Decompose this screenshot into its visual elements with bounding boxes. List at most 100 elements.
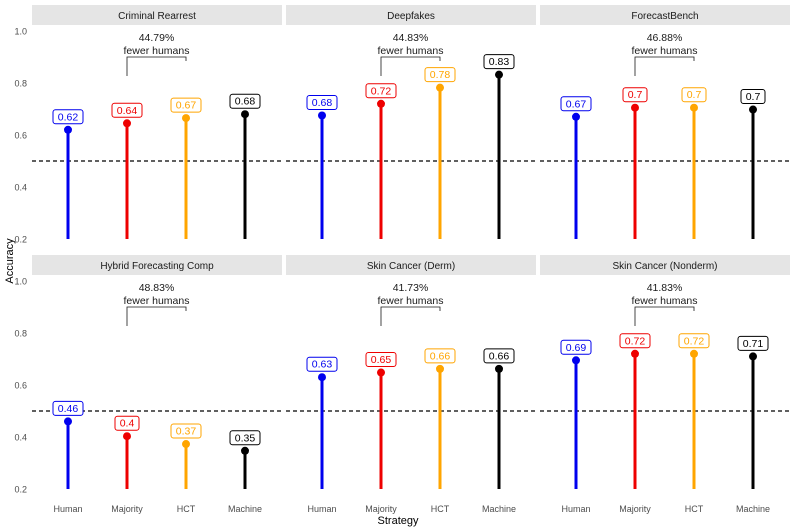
bracket-caption: fewer humans <box>124 45 190 57</box>
bracket-percent: 44.83% <box>393 32 429 44</box>
x-tick-label: HCT <box>431 504 450 514</box>
value-label-box <box>306 356 338 372</box>
facet-panel: Hybrid Forecasting Comp 0.2 0.4 0.6 0.8 1.0 0.… <box>14 255 282 514</box>
bracket-caption: fewer humans <box>378 45 444 57</box>
value-label: 0.37 <box>176 426 197 438</box>
y-tick-label: 0.2 <box>14 485 27 495</box>
value-label: 0.65 <box>371 354 392 366</box>
value-label-box <box>483 54 515 70</box>
value-label-box <box>560 339 592 355</box>
value-label: 0.46 <box>58 403 79 415</box>
value-label-box <box>737 335 769 351</box>
lollipop-point <box>572 356 580 365</box>
x-tick-label: Machine <box>736 504 770 514</box>
value-label: 0.7 <box>628 89 643 101</box>
value-label-box <box>365 352 397 368</box>
y-tick-label: 0.4 <box>14 433 27 443</box>
y-tick-label: 1.0 <box>14 277 27 287</box>
lollipop-point <box>123 432 131 441</box>
value-label: 0.66 <box>430 350 451 362</box>
value-label-box <box>52 109 84 125</box>
value-label-box <box>229 93 261 109</box>
facet-strip <box>32 255 282 275</box>
facet-title: Skin Cancer (Derm) <box>367 261 455 272</box>
facet-panel: Deepfakes 0.68 0.72 0.78 0.83 44.83%fewer hum… <box>286 5 536 239</box>
bracket-caption: fewer humans <box>124 295 190 307</box>
value-label-box <box>678 333 710 349</box>
value-label-box <box>483 348 515 364</box>
value-label: 0.64 <box>117 105 138 117</box>
value-label: 0.62 <box>58 111 79 123</box>
value-label-box <box>170 97 202 113</box>
x-tick-label: HCT <box>685 504 704 514</box>
y-tick-label: 1.0 <box>14 27 27 37</box>
y-tick-label: 0.6 <box>14 381 27 391</box>
value-label: 0.69 <box>566 342 587 354</box>
bracket <box>634 56 695 76</box>
value-label: 0.72 <box>625 335 646 347</box>
facet-title: Skin Cancer (Nonderm) <box>612 261 717 272</box>
lollipop-point <box>182 440 190 449</box>
lollipop-point <box>318 111 326 120</box>
bracket-percent: 41.73% <box>393 282 429 294</box>
value-label: 0.72 <box>371 85 392 97</box>
value-label-box <box>681 87 707 103</box>
value-label-box <box>114 415 140 431</box>
lollipop-point <box>495 364 503 373</box>
bracket-caption: fewer humans <box>632 45 698 57</box>
value-label-box <box>306 95 338 110</box>
value-label: 0.66 <box>489 350 510 362</box>
bracket-caption: fewer humans <box>632 295 698 307</box>
bracket-percent: 48.83% <box>139 282 175 294</box>
lollipop-point <box>241 446 249 455</box>
value-label: 0.67 <box>566 98 587 110</box>
facet-panel: Skin Cancer (Nonderm) 0.69 Human 0.72 Majori… <box>540 255 790 514</box>
facet-title: ForecastBench <box>631 11 698 22</box>
x-tick-label: Majority <box>365 504 397 514</box>
lollipop-point <box>495 70 503 79</box>
facet-title: Hybrid Forecasting Comp <box>100 261 214 272</box>
bracket <box>126 306 187 326</box>
value-label-box <box>365 83 397 99</box>
bracket <box>380 306 441 326</box>
value-label: 0.71 <box>743 338 764 350</box>
value-label: 0.68 <box>235 96 256 108</box>
value-label-box <box>619 333 651 349</box>
bracket-caption: fewer humans <box>378 295 444 307</box>
bracket-percent: 41.83% <box>647 282 683 294</box>
value-label-box <box>424 67 456 83</box>
value-label-box <box>229 430 261 446</box>
bracket <box>126 56 187 76</box>
value-label: 0.7 <box>746 91 761 103</box>
lollipop-point <box>631 103 639 112</box>
value-label: 0.78 <box>430 69 451 81</box>
lollipop-point <box>377 368 385 377</box>
facet-panel: ForecastBench 0.67 0.7 0.7 0.7 46.88%fewer hu… <box>540 5 790 239</box>
facet-panel: Criminal Rearrest 0.2 0.4 0.6 0.8 1.0 0.62 0.64… <box>14 5 282 245</box>
value-label: 0.35 <box>235 432 256 444</box>
facet-strip <box>286 5 536 25</box>
x-tick-label: Majority <box>111 504 143 514</box>
facet-panels: Criminal Rearrest0.20.40.60.81.00.620.64… <box>14 5 790 514</box>
lollipop-point <box>436 364 444 373</box>
lollipop-point <box>64 417 72 426</box>
y-tick-label: 0.8 <box>14 79 27 89</box>
value-label-box <box>424 348 456 364</box>
lollipop-point <box>318 373 326 382</box>
lollipop-point <box>572 112 580 121</box>
bracket-percent: 46.88% <box>647 32 683 44</box>
y-axis-title: Accuracy <box>4 238 16 284</box>
lollipop-point <box>241 110 249 119</box>
x-tick-label: Human <box>561 504 590 514</box>
x-tick-label: Machine <box>228 504 262 514</box>
facet-strip <box>286 255 536 275</box>
y-tick-label: 0.2 <box>14 235 27 245</box>
value-label: 0.4 <box>120 418 135 430</box>
value-label: 0.67 <box>176 100 197 112</box>
lollipop-point <box>123 119 131 128</box>
lollipop-point <box>377 99 385 108</box>
facet-panel: Skin Cancer (Derm) 0.63 Human 0.65 Majority 0… <box>286 255 536 514</box>
x-axis-title: Strategy <box>378 515 419 527</box>
x-tick-label: Machine <box>482 504 516 514</box>
